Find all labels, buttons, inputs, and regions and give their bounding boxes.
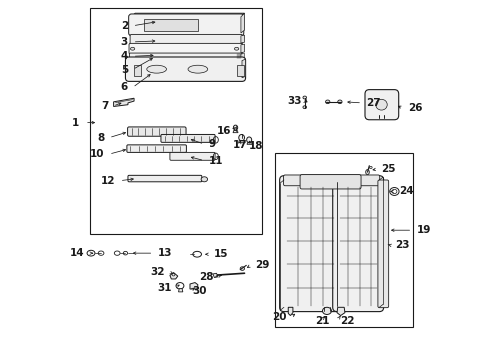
FancyBboxPatch shape <box>279 176 341 312</box>
Text: 2: 2 <box>121 21 128 31</box>
Polygon shape <box>241 35 244 43</box>
Bar <box>134 65 140 76</box>
FancyBboxPatch shape <box>129 43 242 54</box>
Text: 10: 10 <box>90 149 104 159</box>
Polygon shape <box>233 131 238 133</box>
Ellipse shape <box>365 170 368 175</box>
Ellipse shape <box>368 166 371 168</box>
Polygon shape <box>178 289 183 292</box>
Text: 8: 8 <box>97 133 104 143</box>
FancyBboxPatch shape <box>130 35 242 44</box>
FancyBboxPatch shape <box>332 176 383 312</box>
FancyBboxPatch shape <box>300 175 360 189</box>
FancyBboxPatch shape <box>125 57 245 81</box>
Text: 19: 19 <box>416 225 430 235</box>
Text: 32: 32 <box>150 267 164 277</box>
Polygon shape <box>131 13 244 17</box>
Text: 4: 4 <box>121 51 128 61</box>
Text: 30: 30 <box>192 286 206 296</box>
Text: 18: 18 <box>249 141 263 151</box>
Ellipse shape <box>187 65 207 73</box>
FancyBboxPatch shape <box>364 90 398 120</box>
Text: 7: 7 <box>101 101 108 111</box>
Ellipse shape <box>201 177 207 182</box>
Text: 28: 28 <box>199 272 214 282</box>
Polygon shape <box>169 273 178 279</box>
Polygon shape <box>246 143 251 144</box>
Text: 22: 22 <box>340 316 354 325</box>
Text: 31: 31 <box>157 283 171 293</box>
Ellipse shape <box>375 99 386 110</box>
Text: 15: 15 <box>214 249 228 259</box>
FancyBboxPatch shape <box>128 14 244 36</box>
Text: 1: 1 <box>72 118 80 128</box>
Bar <box>90 8 262 234</box>
Text: 33: 33 <box>287 96 301 106</box>
Text: 16: 16 <box>217 126 231 135</box>
Ellipse shape <box>322 307 331 315</box>
Text: 25: 25 <box>381 164 395 174</box>
Ellipse shape <box>325 100 329 104</box>
Ellipse shape <box>233 125 237 130</box>
Ellipse shape <box>234 47 238 50</box>
Polygon shape <box>113 98 134 107</box>
Text: 11: 11 <box>208 156 223 166</box>
Bar <box>237 65 244 76</box>
Polygon shape <box>241 13 244 33</box>
Ellipse shape <box>146 65 166 73</box>
FancyBboxPatch shape <box>161 134 215 142</box>
Text: 20: 20 <box>272 312 286 322</box>
Text: 21: 21 <box>315 316 329 325</box>
Polygon shape <box>212 273 218 278</box>
FancyBboxPatch shape <box>283 175 379 186</box>
Ellipse shape <box>303 106 306 109</box>
Text: 5: 5 <box>121 64 128 75</box>
Polygon shape <box>336 307 344 316</box>
Text: 13: 13 <box>158 248 172 258</box>
Ellipse shape <box>337 100 341 104</box>
Ellipse shape <box>303 96 306 99</box>
Text: 27: 27 <box>366 98 380 108</box>
Text: 3: 3 <box>121 37 128 47</box>
Polygon shape <box>242 59 245 78</box>
Ellipse shape <box>246 137 251 143</box>
FancyBboxPatch shape <box>126 145 186 152</box>
Text: 14: 14 <box>70 248 85 258</box>
Text: 26: 26 <box>407 103 421 113</box>
Ellipse shape <box>238 134 244 141</box>
Polygon shape <box>241 44 244 53</box>
Bar <box>144 19 198 31</box>
FancyBboxPatch shape <box>129 53 242 60</box>
Text: 17: 17 <box>232 140 246 150</box>
FancyBboxPatch shape <box>169 152 215 160</box>
Ellipse shape <box>240 267 244 270</box>
FancyBboxPatch shape <box>127 127 185 136</box>
Text: 9: 9 <box>208 139 215 149</box>
Bar <box>274 153 412 327</box>
Polygon shape <box>287 307 292 316</box>
Text: 6: 6 <box>121 82 128 93</box>
Text: 12: 12 <box>101 176 115 186</box>
Text: 29: 29 <box>255 260 269 270</box>
Polygon shape <box>190 283 198 289</box>
Polygon shape <box>238 140 244 143</box>
Polygon shape <box>241 53 244 59</box>
Ellipse shape <box>130 47 135 50</box>
FancyBboxPatch shape <box>377 180 388 308</box>
Text: 24: 24 <box>398 186 412 197</box>
Text: 23: 23 <box>394 240 409 250</box>
FancyBboxPatch shape <box>128 175 202 182</box>
